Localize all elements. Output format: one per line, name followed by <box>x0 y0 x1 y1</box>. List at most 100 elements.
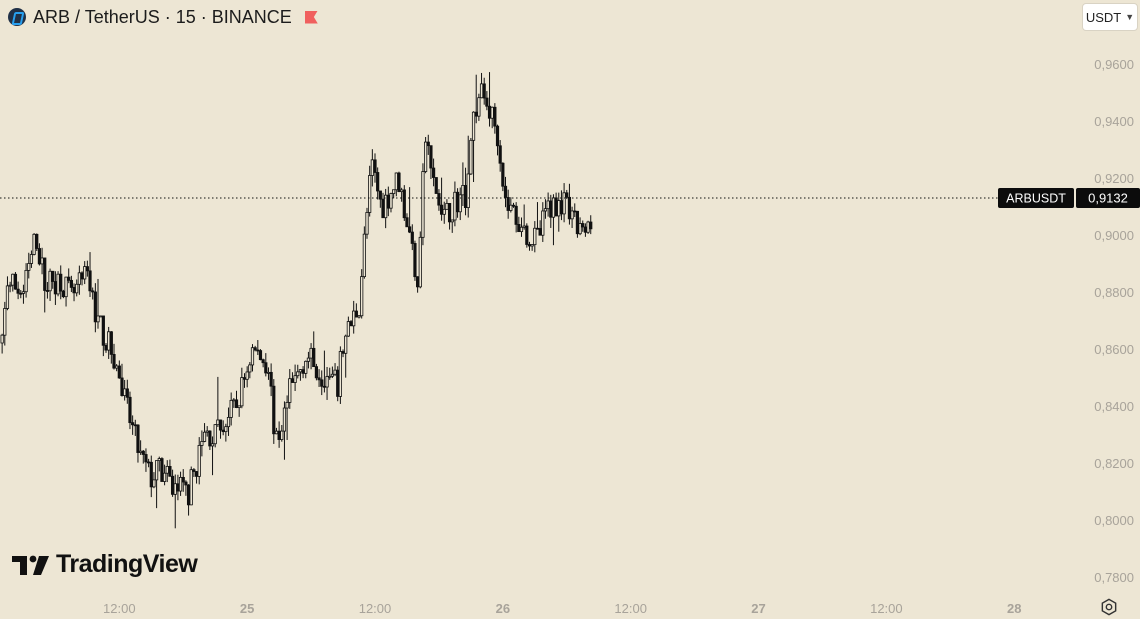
candle-body <box>157 458 161 462</box>
arbitrum-coin-icon <box>8 8 26 26</box>
candle <box>147 458 151 468</box>
candle <box>72 283 76 302</box>
candle <box>88 252 92 298</box>
candle-body <box>557 200 561 217</box>
candle-body <box>357 315 361 318</box>
tradingview-logo[interactable]: TradingView <box>12 550 198 579</box>
candle <box>99 315 103 318</box>
candle <box>522 204 526 230</box>
candle-body <box>48 270 52 292</box>
candle-body <box>314 366 319 379</box>
candle-body <box>112 353 116 369</box>
candle-body <box>543 208 548 212</box>
candle <box>416 276 420 293</box>
candle-body <box>131 422 135 426</box>
candle <box>77 265 81 295</box>
candle-body <box>490 106 494 119</box>
candle <box>461 162 465 207</box>
candle <box>178 471 183 496</box>
candle <box>466 135 470 218</box>
candle-body <box>304 360 308 374</box>
candle-body <box>27 263 31 271</box>
candle <box>3 301 7 346</box>
candle-body <box>320 379 324 387</box>
candle <box>509 197 513 213</box>
candle-body <box>213 424 217 445</box>
candle-body <box>93 291 97 323</box>
price-axis[interactable]: 0,9600 0,9400 0,9200 0,9000 0,8800 0,8600 0,84… <box>1094 57 1134 585</box>
candle <box>501 162 505 192</box>
candle <box>192 468 196 477</box>
candle-body <box>176 483 180 492</box>
candle <box>189 466 193 506</box>
candle <box>170 469 175 497</box>
candle <box>474 74 478 124</box>
candle <box>434 177 438 194</box>
candle-body <box>77 272 81 285</box>
candle <box>376 167 380 200</box>
candle <box>559 190 564 221</box>
candle <box>32 233 36 256</box>
candle <box>360 269 364 319</box>
candle-body <box>559 200 564 215</box>
candle <box>338 346 342 404</box>
price-tick-label: 0,7800 <box>1094 570 1134 585</box>
time-tick-label: 12:00 <box>103 601 136 616</box>
candle <box>445 199 449 210</box>
currency-selector-button[interactable]: USDT ▼ <box>1082 3 1138 31</box>
candle-body <box>250 347 255 366</box>
candle-body <box>253 347 257 351</box>
candle <box>306 351 311 369</box>
candle <box>19 290 23 299</box>
candle-body <box>362 233 366 278</box>
candle-body <box>13 273 18 290</box>
candle-body <box>141 450 145 455</box>
candles-layer <box>0 72 593 529</box>
candle <box>581 220 585 232</box>
symbol-header[interactable]: ARB / TetherUS · 15 · BINANCE <box>8 5 318 29</box>
candle <box>394 172 398 197</box>
candle-body <box>88 270 92 292</box>
settings-icon[interactable] <box>1100 598 1118 616</box>
candle <box>586 220 590 234</box>
candle-body <box>503 185 508 198</box>
candle-body <box>115 365 119 369</box>
candle <box>269 363 273 397</box>
candle <box>293 364 297 392</box>
candle <box>333 363 337 377</box>
candle-body <box>570 210 574 220</box>
candle-body <box>264 362 268 374</box>
candle <box>309 343 313 370</box>
candle <box>381 192 385 219</box>
candle <box>578 217 582 236</box>
red-flag-icon[interactable] <box>304 10 318 24</box>
candle <box>535 202 540 230</box>
candle-body <box>232 399 236 402</box>
candle <box>8 281 12 293</box>
candle-body <box>458 194 462 213</box>
candle <box>410 224 414 251</box>
candle-body <box>24 269 28 293</box>
price-tick-label: 0,9400 <box>1094 114 1134 129</box>
candle <box>200 430 204 457</box>
candle-body <box>197 445 201 477</box>
candle <box>431 158 436 187</box>
candle <box>530 244 534 251</box>
candle <box>59 265 63 300</box>
candle-body <box>229 399 233 418</box>
candle <box>527 241 532 251</box>
candle-body <box>147 461 151 464</box>
candle-body <box>240 377 244 407</box>
candle <box>280 425 284 442</box>
candle <box>562 183 566 223</box>
candle-body <box>29 254 34 264</box>
candle <box>248 362 252 379</box>
candle <box>301 366 305 379</box>
time-axis[interactable]: 12:00 25 12:00 26 12:00 27 12:00 28 <box>103 601 1021 616</box>
candle-body <box>586 221 590 233</box>
candle-body <box>178 476 183 492</box>
candle-body <box>109 331 113 355</box>
candle <box>519 217 524 237</box>
candle <box>125 379 129 404</box>
